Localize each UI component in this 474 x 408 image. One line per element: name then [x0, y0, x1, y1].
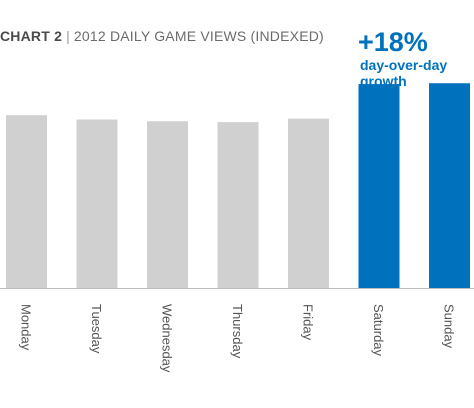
bar-friday — [288, 118, 329, 288]
tick-label-friday: Friday — [301, 304, 316, 341]
bar-tuesday — [76, 119, 118, 289]
bar-thursday — [217, 122, 259, 288]
tick-label-wednesday: Wednesday — [160, 304, 175, 373]
tick-label-monday: Monday — [19, 304, 34, 351]
growth-callout-value: +18% — [358, 27, 428, 57]
tick-label-sunday: Sunday — [442, 304, 457, 349]
chart-title: CHART 2 | 2012 DAILY GAME VIEWS (INDEXED) — [0, 28, 324, 44]
bar-sunday — [429, 83, 470, 289]
bar-saturday — [358, 84, 400, 288]
bar-wednesday — [147, 121, 188, 288]
chart-subtitle: 2012 DAILY GAME VIEWS (INDEXED) — [73, 28, 324, 44]
tick-label-saturday: Saturday — [371, 304, 386, 357]
tick-label-tuesday: Tuesday — [89, 304, 104, 354]
tick-label-thursday: Thursday — [230, 304, 245, 359]
title-separator: | — [66, 28, 70, 44]
bar-monday — [6, 115, 47, 288]
chart-tag: CHART 2 — [0, 28, 63, 44]
